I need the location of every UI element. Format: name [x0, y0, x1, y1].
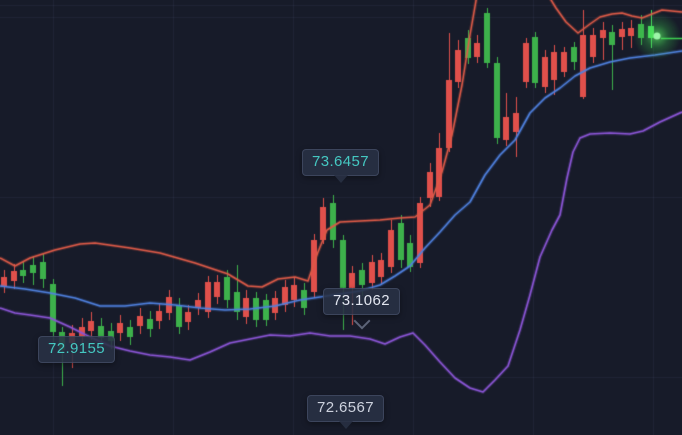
price-label-spike-high: 73.6457	[302, 149, 380, 183]
price-label-left-low: 72.9155	[38, 336, 116, 363]
pointer-down-icon	[338, 421, 353, 429]
price-label-bottom-low-value: 72.6567	[317, 399, 375, 416]
price-label-spike-high-value: 73.6457	[312, 153, 370, 170]
price-label-left-low-value: 72.9155	[48, 340, 106, 357]
price-label-pullback-low-value: 73.1062	[333, 292, 391, 309]
price-label-pullback-low: 73.1062	[323, 288, 401, 330]
price-label-bottom-low: 72.6567	[307, 395, 385, 429]
pointer-down-icon	[333, 175, 348, 183]
